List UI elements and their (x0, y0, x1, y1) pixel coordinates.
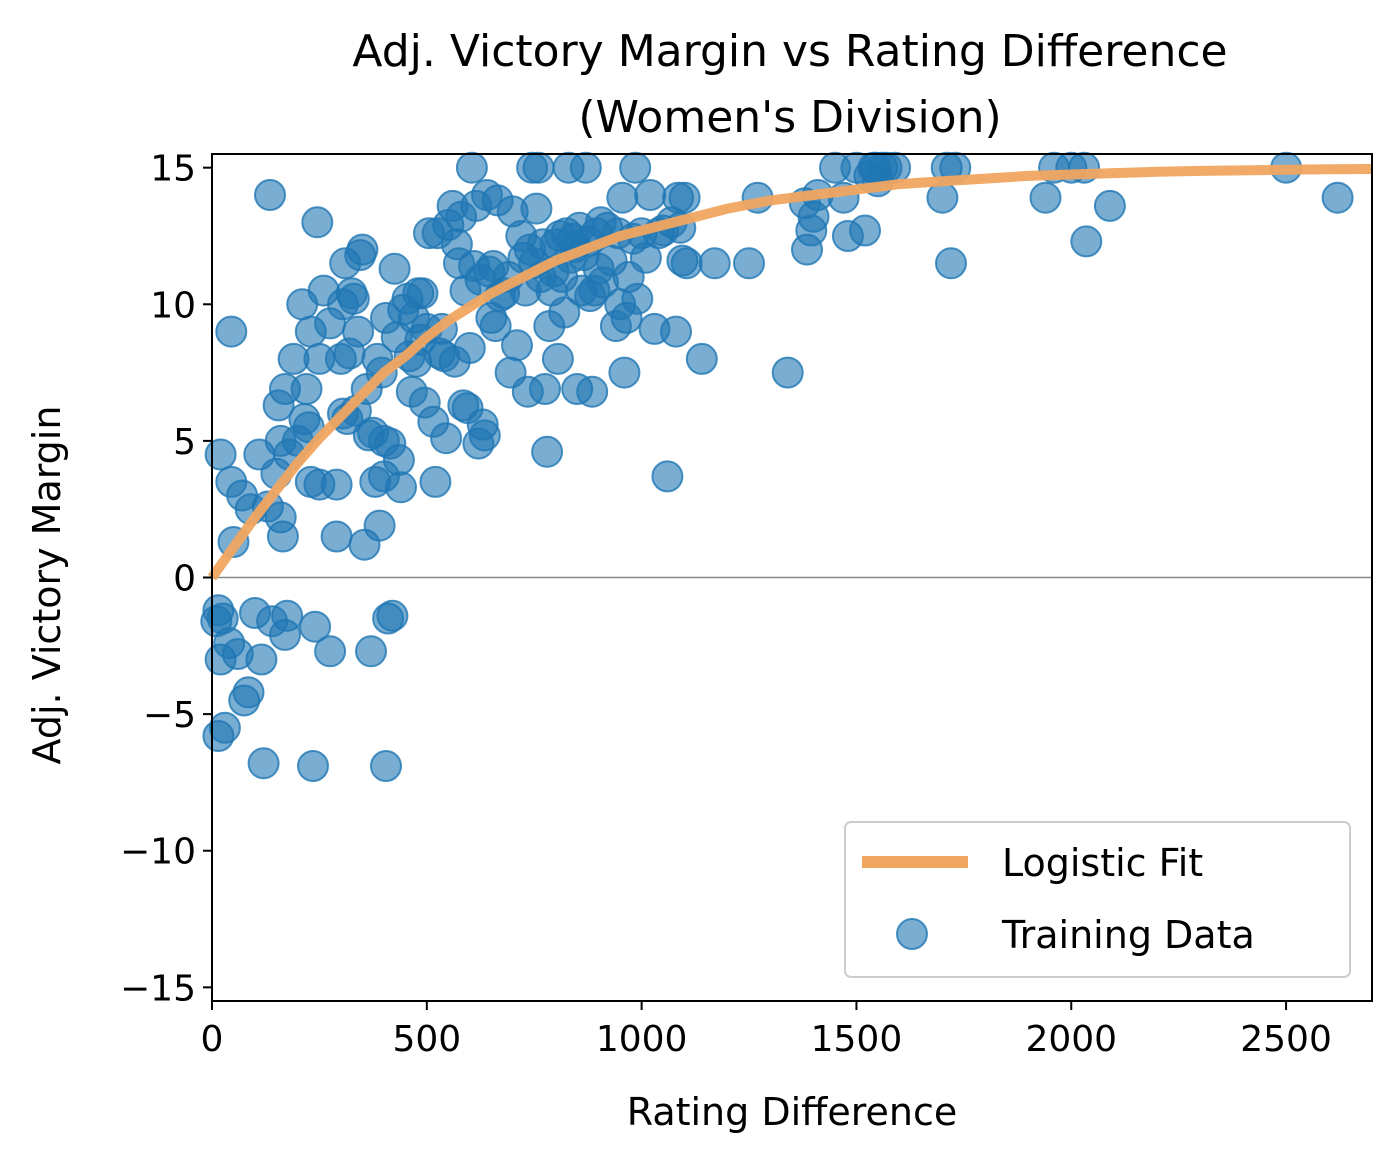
legend-data-label: Training Data (1001, 913, 1255, 957)
chart-subtitle: (Women's Division) (578, 92, 1001, 143)
data-point (346, 233, 379, 266)
x-axis-label: Rating Difference (627, 1090, 958, 1134)
data-point (522, 151, 555, 184)
data-point (733, 247, 765, 280)
y-tick-label: −15 (120, 968, 196, 1009)
data-point (406, 277, 439, 310)
chart-title: Adj. Victory Margin vs Rating Difference (352, 26, 1227, 77)
data-point (376, 599, 409, 632)
data-point (208, 711, 241, 744)
data-point (370, 750, 402, 782)
y-tick-label: 15 (150, 149, 196, 190)
data-point (215, 315, 248, 348)
data-point (531, 435, 564, 468)
data-point (541, 342, 574, 375)
data-point (342, 315, 375, 348)
data-point (453, 332, 486, 364)
x-tick-label: 2000 (1025, 1019, 1117, 1060)
data-point (685, 342, 718, 375)
data-point (608, 356, 641, 389)
data-point (621, 282, 654, 315)
data-point (660, 315, 692, 348)
data-point (926, 181, 959, 214)
data-point (501, 329, 533, 362)
data-point (266, 520, 299, 553)
data-point (468, 419, 501, 452)
data-point (385, 471, 417, 504)
data-point (245, 643, 278, 676)
x-tick-label: 0 (201, 1019, 224, 1060)
legend-box (844, 821, 1351, 978)
data-point (619, 151, 652, 184)
data-point (301, 206, 334, 239)
y-tick-label: −5 (143, 695, 196, 736)
data-point (232, 676, 265, 709)
plot-area: 0 500 1000 1500 2000 2500 −15 −10 −5 0 5 10 15 (120, 149, 1373, 1060)
data-point (879, 151, 912, 184)
data-point (299, 610, 332, 643)
x-tick-label: 1000 (596, 1019, 688, 1060)
data-point (254, 179, 286, 211)
data-point (548, 296, 581, 329)
data-point (297, 750, 329, 782)
data-point (1070, 225, 1103, 258)
data-point (271, 599, 304, 632)
legend: Logistic Fit Training Data (844, 821, 1351, 978)
legend-data-swatch (896, 918, 928, 950)
data-point (430, 422, 463, 455)
data-point (771, 356, 804, 389)
data-point (698, 247, 731, 280)
y-tick-label: 10 (150, 285, 196, 326)
data-point (1029, 181, 1062, 214)
data-point (651, 460, 684, 493)
data-point (204, 438, 237, 471)
data-point (337, 282, 370, 315)
data-point (1321, 181, 1354, 214)
data-point (849, 214, 881, 247)
data-point (629, 241, 662, 274)
y-axis-label: Adj. Victory Margin (25, 406, 69, 765)
data-point (247, 747, 280, 780)
y-tick-label: 0 (173, 559, 196, 600)
data-point (1093, 189, 1126, 222)
data-point (363, 509, 396, 542)
data-point (419, 465, 452, 498)
y-tick-label: −10 (120, 832, 196, 873)
data-point (320, 520, 353, 553)
logistic-fit-line (207, 164, 1373, 581)
data-point (668, 181, 701, 214)
y-tick-label: 5 (173, 422, 196, 463)
data-point (314, 635, 347, 668)
x-tick-label: 2500 (1240, 1019, 1332, 1060)
data-point (520, 192, 553, 225)
data-point (576, 375, 609, 408)
scatter-points (200, 151, 1354, 782)
data-point (355, 635, 387, 668)
data-point (382, 444, 415, 476)
data-point (529, 373, 561, 405)
data-point (290, 373, 323, 405)
data-point (935, 247, 967, 280)
data-point (670, 247, 703, 280)
data-point (569, 151, 602, 184)
data-point (634, 179, 667, 211)
x-tick-label: 1500 (811, 1019, 903, 1060)
data-point (606, 181, 639, 214)
data-point (455, 151, 488, 184)
x-tick-label: 500 (392, 1019, 461, 1060)
data-point (378, 252, 411, 285)
data-point (320, 468, 353, 501)
legend-fit-label: Logistic Fit (1002, 841, 1203, 885)
